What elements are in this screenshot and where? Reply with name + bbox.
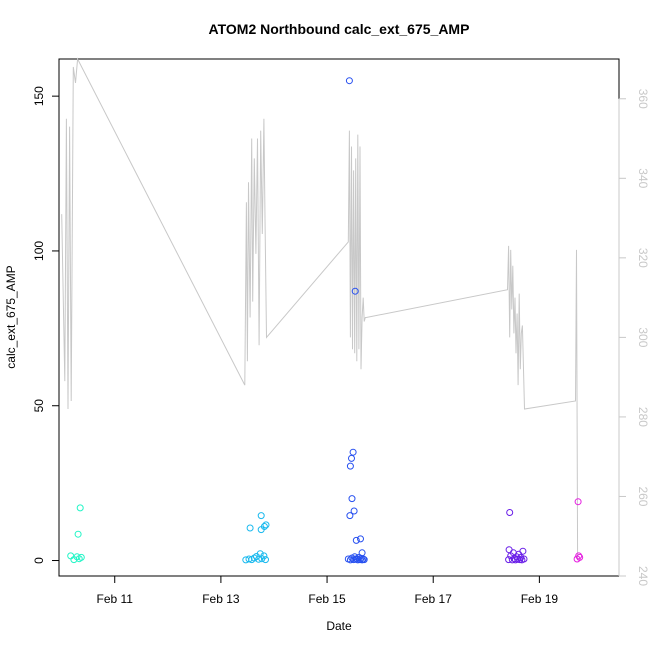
y-tick-label-0: 0 <box>32 557 46 564</box>
data-point-20 <box>262 521 270 529</box>
y2-tick-label-0: 240 <box>636 566 650 586</box>
data-point-48 <box>505 546 513 554</box>
y-tick-label-3: 150 <box>32 86 46 106</box>
plot-frame <box>58 58 620 577</box>
data-point-53 <box>510 555 518 563</box>
y2-tick-label-5: 340 <box>636 168 650 188</box>
data-point-25 <box>348 454 355 462</box>
data-point-21 <box>257 512 265 520</box>
data-point-4 <box>77 553 85 561</box>
y-axis-title: calc_ext_675_AMP <box>4 265 18 368</box>
y2-tick-label-6: 360 <box>636 89 650 109</box>
data-point-66 <box>576 553 584 561</box>
data-point-63 <box>574 498 582 506</box>
y2-tick-label-4: 320 <box>636 248 650 268</box>
data-point-15 <box>260 552 268 560</box>
data-point-2 <box>73 553 81 561</box>
x-tick-label-2: Feb 15 <box>308 592 346 606</box>
data-point-28 <box>350 507 358 515</box>
data-point-47 <box>506 509 514 516</box>
data-point-5 <box>74 530 82 538</box>
data-point-31 <box>357 535 364 543</box>
x-tick-label-0: Feb 11 <box>97 592 134 606</box>
data-point-24 <box>349 448 357 456</box>
data-point-46 <box>360 556 368 564</box>
data-point-29 <box>346 512 354 520</box>
axes: Feb 11 Feb 13 Feb 15 Feb 17 Feb 19 0 50 100 150 2… <box>32 86 650 606</box>
data-point-65 <box>575 552 583 560</box>
x-axis-title: Date <box>326 619 352 633</box>
data-point-30 <box>352 536 360 544</box>
data-point-17 <box>246 524 254 532</box>
y-tick-label-2: 100 <box>32 241 46 261</box>
data-point-26 <box>346 462 354 470</box>
data-point-13 <box>256 550 264 558</box>
data-point-27 <box>348 495 356 503</box>
x-tick-label-4: Feb 19 <box>521 592 559 606</box>
y2-tick-label-1: 260 <box>636 486 650 506</box>
data-point-6 <box>76 504 84 512</box>
series-line-0 <box>61 57 579 561</box>
data-point-23 <box>351 287 359 295</box>
y2-tick-label-2: 280 <box>636 407 650 427</box>
data-point-62 <box>520 555 528 563</box>
data-point-19 <box>260 523 268 530</box>
data-point-0 <box>67 552 75 560</box>
x-tick-label-1: Feb 13 <box>202 592 240 606</box>
chart-title: ATOM2 Northbound calc_ext_675_AMP <box>209 21 470 37</box>
x-tick-label-3: Feb 17 <box>415 592 453 606</box>
plot-marks <box>61 57 584 564</box>
data-point-22 <box>345 77 353 85</box>
data-point-16 <box>262 556 269 564</box>
data-point-61 <box>519 547 527 555</box>
y2-tick-label-3: 300 <box>636 327 650 347</box>
data-point-8 <box>245 555 253 563</box>
y-tick-label-1: 50 <box>32 399 46 413</box>
